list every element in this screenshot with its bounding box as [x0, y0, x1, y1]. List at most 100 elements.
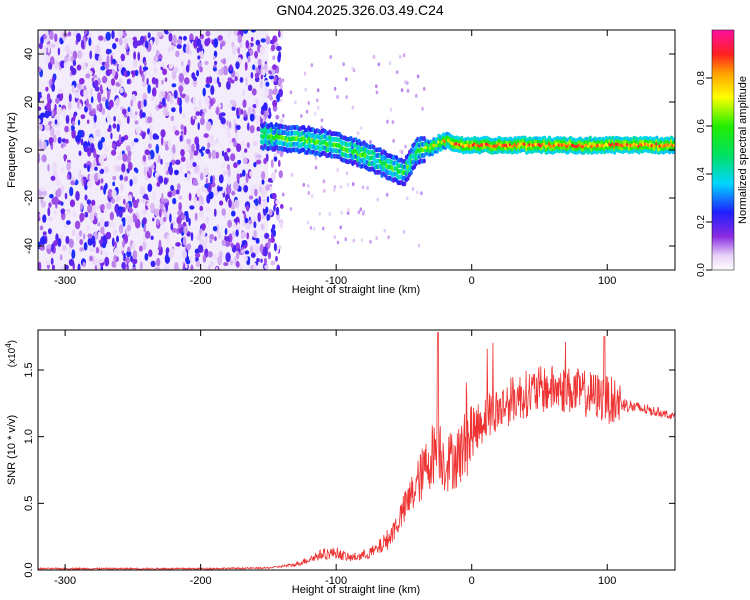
heatmap-cell	[81, 62, 86, 70]
heatmap-cell	[264, 232, 270, 239]
heatmap-cell	[222, 188, 225, 194]
heatmap-cell	[47, 164, 50, 172]
heatmap-cell	[94, 86, 100, 92]
heatmap-cell	[278, 30, 281, 38]
heatmap-cell	[212, 67, 217, 72]
heatmap-cell	[70, 125, 75, 131]
heatmap-cell	[300, 114, 303, 118]
heatmap-cell	[241, 231, 247, 239]
heatmap-cell	[272, 224, 276, 230]
heatmap-cell	[128, 194, 132, 200]
heatmap-cell	[162, 68, 168, 76]
heatmap-cell	[250, 30, 256, 33]
heatmap-cell	[89, 247, 95, 252]
heatmap-cell	[134, 120, 139, 125]
heatmap-cell	[140, 99, 144, 109]
heatmap-cell	[269, 39, 275, 45]
heatmap-cell	[217, 256, 223, 266]
heatmap-cell	[261, 171, 266, 180]
heatmap-cell	[416, 190, 419, 195]
heatmap-cell	[250, 252, 256, 258]
heatmap-cell	[201, 223, 206, 231]
heatmap-cell	[110, 198, 115, 204]
heatmap-cell	[111, 189, 117, 198]
heatmap-cell	[222, 170, 227, 176]
heatmap-cell	[227, 178, 231, 187]
heatmap-cell	[139, 245, 143, 252]
heatmap-cell	[55, 97, 60, 104]
heatmap-cell	[151, 77, 156, 85]
heatmap-cell	[93, 114, 97, 123]
heatmap-cell	[340, 210, 343, 215]
heatmap-cell	[435, 150, 439, 154]
heatmap-cell	[153, 161, 157, 172]
heatmap-cell	[199, 44, 203, 52]
x-tick-label: 100	[598, 575, 616, 587]
heatmap-cell	[183, 35, 187, 41]
heatmap-cell	[121, 163, 126, 173]
heatmap-cell	[180, 156, 186, 163]
heatmap-cell	[147, 116, 153, 124]
heatmap-cell	[199, 66, 203, 73]
heatmap-cell	[89, 87, 93, 98]
heatmap-cell	[406, 175, 410, 181]
heatmap-cell	[249, 219, 253, 224]
heatmap-cell	[244, 217, 249, 224]
heatmap-cell	[129, 179, 133, 187]
heatmap-cell	[71, 55, 74, 62]
heatmap-cell	[165, 143, 169, 151]
heatmap-cell	[171, 107, 176, 113]
heatmap-cell	[80, 138, 84, 146]
heatmap-cell	[203, 133, 209, 139]
heatmap-cell	[185, 44, 190, 55]
heatmap-cell	[175, 159, 181, 165]
heatmap-cell	[51, 243, 54, 253]
heatmap-cell	[314, 165, 318, 170]
heatmap-cell	[195, 111, 201, 116]
heatmap-cell	[127, 106, 131, 112]
heatmap-cell	[105, 31, 111, 41]
heatmap-cell	[233, 218, 239, 223]
heatmap-cell	[60, 208, 66, 215]
heatmap-cell	[126, 70, 131, 77]
heatmap-cell	[372, 54, 376, 59]
heatmap-cell	[125, 145, 131, 152]
heatmap-cell	[133, 51, 137, 60]
heatmap-cell	[67, 50, 74, 56]
heatmap-cell	[119, 87, 124, 94]
heatmap-cell	[175, 189, 180, 195]
heatmap-cell	[183, 125, 187, 136]
heatmap-cell	[139, 186, 146, 196]
heatmap-cell	[88, 37, 92, 47]
heatmap-cell	[167, 141, 172, 149]
heatmap-cell	[205, 121, 212, 131]
heatmap-cell	[126, 51, 130, 56]
heatmap-cell	[258, 185, 263, 193]
heatmap-cell	[211, 149, 217, 160]
heatmap-cell	[182, 67, 188, 76]
colorbar-ticks: 0.0 0.2 0.4 0.6 0.8	[696, 71, 712, 277]
heatmap-cell	[175, 50, 180, 58]
heatmap-cell	[168, 250, 174, 259]
heatmap-cell	[143, 99, 147, 107]
heatmap-cell	[42, 214, 47, 223]
heatmap-cell	[161, 79, 164, 85]
heatmap-cell	[201, 146, 206, 151]
heatmap-cell	[165, 202, 168, 212]
heatmap-cell	[49, 56, 55, 65]
heatmap-cell	[196, 188, 201, 198]
x-tick-label: -100	[325, 275, 347, 287]
heatmap-cell	[267, 88, 273, 97]
heatmap-cell	[195, 252, 201, 258]
heatmap-cell	[173, 89, 178, 99]
heatmap-cell	[236, 250, 240, 260]
heatmap-cell	[260, 258, 263, 263]
heatmap-cell	[146, 78, 149, 85]
heatmap-cell	[132, 250, 138, 260]
heatmap-cell	[167, 191, 172, 198]
heatmap-cell	[267, 240, 271, 249]
heatmap-cell	[44, 110, 50, 119]
heatmap-cell	[215, 137, 219, 144]
heatmap-cell	[199, 172, 204, 181]
heatmap-cell	[245, 76, 249, 87]
